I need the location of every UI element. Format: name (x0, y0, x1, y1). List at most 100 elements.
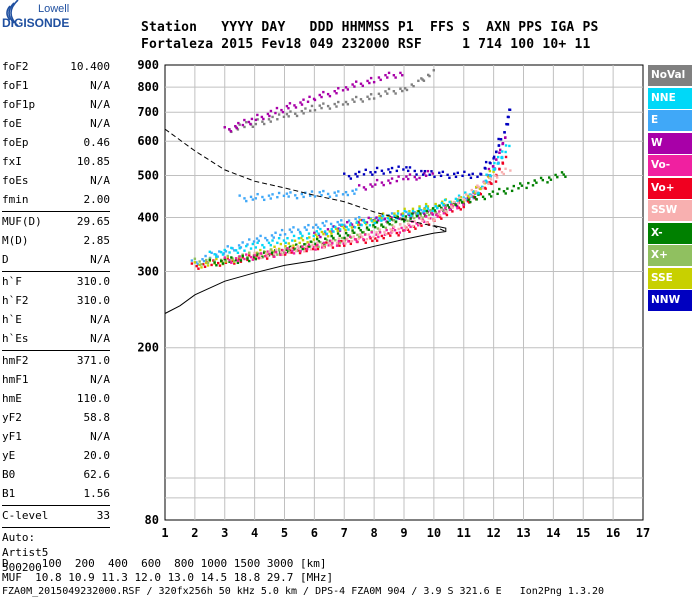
echo-mark-sse (205, 261, 208, 265)
echo-mark-ssw (481, 187, 485, 190)
y-tick-label: 200 (137, 341, 159, 355)
echo-mark-w (346, 221, 349, 224)
echo-mark-x (348, 234, 351, 237)
echo-mark-eband (256, 192, 259, 196)
y-tick-label: 300 (137, 265, 159, 279)
echo-mark-vo (218, 264, 222, 267)
echo-mark-x (402, 220, 406, 223)
echo-mark-vo (370, 231, 373, 234)
echo-mark-noval (295, 114, 299, 118)
echo-mark-vo (268, 252, 271, 256)
echo-mark-nne (462, 196, 465, 199)
echo-mark-sse (455, 198, 459, 201)
echo-mark-nne (368, 224, 372, 227)
echo-mark-x (415, 214, 419, 218)
echo-mark-sse (198, 263, 201, 267)
echo-mark-sse (316, 235, 319, 239)
echo-mark-vo (279, 253, 283, 257)
x-tick-label: 10 (427, 526, 441, 540)
echo-mark-ssw (327, 241, 330, 245)
echo-mark-nne (221, 253, 225, 256)
echo-mark-noval (320, 106, 323, 110)
echo-mark-wupper (364, 188, 367, 191)
echo-mark-wupper (431, 172, 434, 175)
echo-mark-x (375, 221, 379, 224)
echo-mark-multihopw (361, 84, 364, 88)
echo-mark-x (392, 218, 396, 222)
param-value: N/A (90, 373, 110, 386)
echo-mark-eband (320, 193, 323, 197)
echo-mark-vo (407, 223, 411, 227)
echo-mark-noval (353, 100, 356, 103)
echo-mark-vo (245, 253, 248, 256)
echo-mark-x (301, 247, 304, 251)
echo-mark-nnw (463, 170, 466, 174)
echo-mark-ssw (496, 176, 499, 179)
param-row: yE 20.0 (2, 447, 110, 466)
echo-mark-x (506, 187, 509, 190)
echo-mark-x (314, 242, 317, 246)
echo-mark-multihopw (247, 120, 251, 124)
echo-mark-x (288, 246, 292, 249)
param-row: h`Es N/A (2, 330, 110, 349)
echo-mark-eband (295, 196, 299, 200)
echo-mark-nne (442, 203, 445, 207)
echo-mark-nnw (395, 169, 399, 173)
echo-mark-x (359, 228, 362, 232)
y-tick-label: 500 (137, 168, 159, 182)
echo-mark-x (541, 178, 545, 182)
echo-mark-ssw (425, 221, 429, 225)
echo-mark-vo (338, 244, 341, 247)
echo-mark-vo (375, 239, 379, 242)
echo-mark-nnw (423, 169, 427, 173)
echo-mark-vo (349, 242, 353, 246)
echo-mark-ssw (509, 169, 512, 172)
echo-mark-ssw (316, 241, 319, 245)
echo-mark-vo (283, 253, 287, 256)
echo-mark-ssw (489, 178, 493, 181)
echo-mark-nnw (484, 160, 488, 164)
echo-mark-x (200, 263, 203, 266)
echo-mark-sse (488, 169, 492, 173)
echo-mark-x (483, 197, 486, 201)
echo-mark-sse (322, 232, 325, 236)
echo-mark-w (409, 216, 413, 219)
echo-mark-vo (291, 249, 294, 253)
param-label: MUF(D) (2, 215, 42, 228)
echo-mark-x (388, 223, 391, 226)
param-value: N/A (90, 79, 110, 92)
echo-mark-w (466, 196, 470, 199)
echo-mark-nne (330, 228, 333, 231)
echo-mark-nne (261, 243, 264, 247)
echo-mark-nnw (405, 166, 408, 169)
echo-mark-vo (322, 241, 326, 245)
echo-mark-ssw (504, 167, 507, 170)
echo-mark-eband (276, 195, 279, 199)
x-tick-label: 5 (281, 526, 288, 540)
echo-mark-x (248, 251, 251, 254)
echo-mark-noval (351, 98, 354, 101)
echo-mark-vo (484, 187, 487, 190)
echo-mark-x (419, 214, 422, 217)
echo-mark-x (293, 248, 296, 251)
echo-mark-nnw (453, 172, 456, 176)
echo-mark-vo (266, 250, 269, 253)
echo-mark-x (421, 216, 424, 219)
echo-mark-noval (285, 112, 289, 116)
echo-mark-ssw (260, 256, 263, 260)
echo-mark-nnw (408, 166, 412, 169)
echo-mark-noval (359, 98, 363, 101)
echo-mark-vo (241, 256, 244, 259)
echo-mark-ssw (264, 252, 268, 255)
echo-mark-sse (292, 244, 295, 247)
param-value: 33 (96, 509, 110, 522)
echo-mark-e (325, 220, 328, 223)
echo-mark-ssw (407, 222, 410, 226)
echo-mark-w (495, 158, 498, 161)
echo-mark-vo (327, 244, 330, 247)
echo-mark-ssw (444, 209, 447, 213)
echo-mark-nnw (506, 115, 510, 119)
echo-mark-vo (409, 225, 412, 229)
echo-mark-x (496, 192, 499, 196)
echo-mark-x (323, 243, 327, 246)
